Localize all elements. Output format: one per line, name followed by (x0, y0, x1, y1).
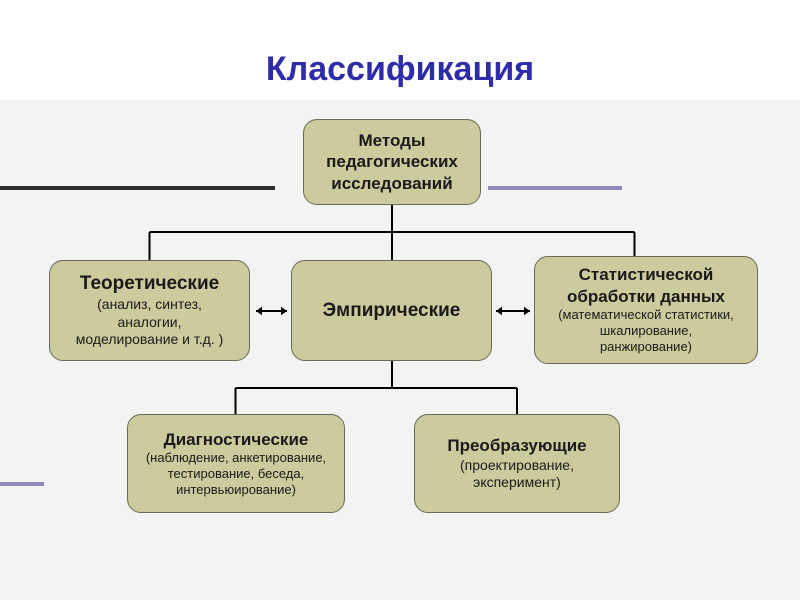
node-diagnostic-title: Диагностические (164, 429, 309, 450)
node-theoretical-sub: (анализ, синтез,аналогии,моделирование и… (76, 296, 224, 349)
node-transforming-sub: (проектирование,эксперимент) (460, 457, 574, 492)
node-diagnostic-sub: (наблюдение, анкетирование,тестирование,… (146, 450, 326, 499)
node-statistical-sub: (математической статистики,шкалирование,… (558, 307, 734, 356)
node-transforming: Преобразующие (проектирование,эксперимен… (414, 414, 620, 513)
node-root-title: Методыпедагогическихисследований (326, 130, 458, 194)
node-diagnostic: Диагностические (наблюдение, анкетирован… (127, 414, 345, 513)
node-statistical: Статистическойобработки данных (математи… (534, 256, 758, 364)
node-root: Методыпедагогическихисследований (303, 119, 481, 205)
node-empirical-title: Эмпирические (323, 299, 461, 323)
node-theoretical: Теоретические (анализ, синтез,аналогии,м… (49, 260, 250, 361)
node-theoretical-title: Теоретические (80, 272, 219, 296)
node-statistical-title: Статистическойобработки данных (567, 264, 725, 307)
node-transforming-title: Преобразующие (447, 435, 586, 456)
node-empirical: Эмпирические (291, 260, 492, 361)
